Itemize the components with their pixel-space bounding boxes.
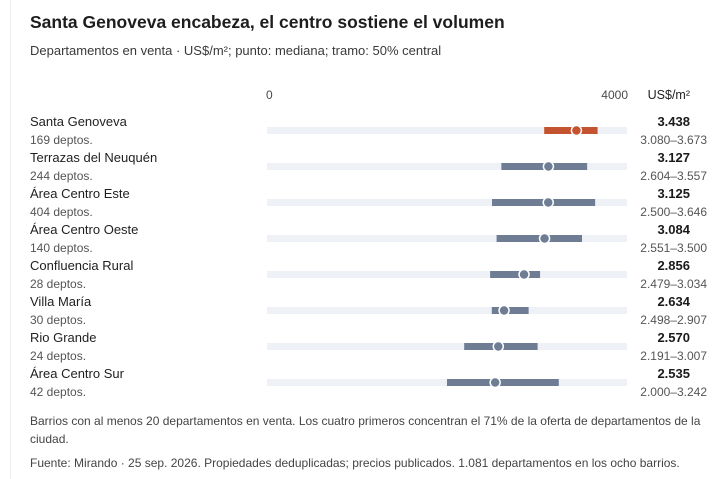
median-label: 3.084 [657, 222, 690, 237]
median-dot [542, 196, 554, 209]
range-label: 2.000–3.242 [640, 385, 707, 399]
iqr-bar [447, 379, 559, 386]
track-bar [267, 271, 627, 278]
unit-label: US$/m² [648, 88, 690, 102]
median-label: 2.856 [657, 258, 690, 273]
row-name: Área Centro Este [30, 186, 130, 201]
range-label: 2.500–3.646 [640, 205, 707, 219]
row-count: 169 deptos. [30, 133, 93, 147]
row-name: Área Centro Sur [30, 366, 125, 381]
row-name: Área Centro Oeste [30, 222, 138, 237]
row-count: 28 deptos. [30, 277, 86, 291]
track-bar [267, 307, 627, 314]
median-dot [518, 268, 530, 281]
row-count: 42 deptos. [30, 385, 86, 399]
axis-tick-label: 0 [266, 88, 273, 102]
row-count: 140 deptos. [30, 241, 93, 255]
median-label: 3.438 [657, 114, 690, 129]
range-label: 2.498–2.907 [640, 313, 707, 327]
median-dot [570, 124, 583, 137]
range-label: 2.551–3.500 [640, 241, 707, 255]
track-bar [267, 343, 627, 350]
track-bar [267, 235, 627, 242]
median-label: 2.634 [657, 294, 690, 309]
median-dot [542, 160, 555, 173]
median-label: 3.125 [657, 186, 690, 201]
median-dot [538, 232, 551, 245]
chart-subtitle: Departamentos en venta · US$/m²; punto: … [30, 43, 442, 58]
track-bar [267, 127, 627, 134]
median-dot [489, 376, 501, 389]
iqr-bar [491, 307, 529, 314]
median-label: 2.535 [657, 366, 690, 381]
range-label: 3.080–3.673 [640, 133, 707, 147]
row-count: 24 deptos. [30, 349, 86, 363]
row-count: 244 deptos. [30, 169, 93, 183]
axis-tick-label: 4000 [601, 88, 628, 102]
row-count: 30 deptos. [30, 313, 86, 327]
chart-title: Santa Genoveva encabeza, el centro sosti… [30, 12, 505, 32]
row-name: Confluencia Rural [30, 258, 133, 273]
range-label: 2.604–3.557 [640, 169, 707, 183]
range-label: 2.479–3.034 [640, 277, 707, 291]
median-label: 2.570 [657, 330, 690, 345]
iqr-bar [490, 271, 541, 278]
row-name: Villa María [30, 294, 92, 309]
row-name: Rio Grande [30, 330, 96, 345]
chart-source: Fuente: Mirando · 25 sep. 2026. Propieda… [30, 456, 680, 470]
median-dot [498, 304, 510, 317]
median-label: 3.127 [657, 150, 690, 165]
range-label: 2.191–3.007 [640, 349, 707, 363]
median-dot [492, 340, 505, 353]
row-name: Terrazas del Neuquén [30, 150, 157, 165]
range-dot-chart: 0 4000 US$/m² Santa Genoveva 169 deptos. 3.43… [30, 88, 707, 399]
track-bar [267, 163, 627, 170]
track-bar [267, 199, 627, 206]
chart-note: Barrios con al menos 20 departamentos en… [30, 414, 701, 446]
row-count: 404 deptos. [30, 205, 93, 219]
left-border [10, 0, 11, 479]
row-name: Santa Genoveva [30, 114, 128, 129]
